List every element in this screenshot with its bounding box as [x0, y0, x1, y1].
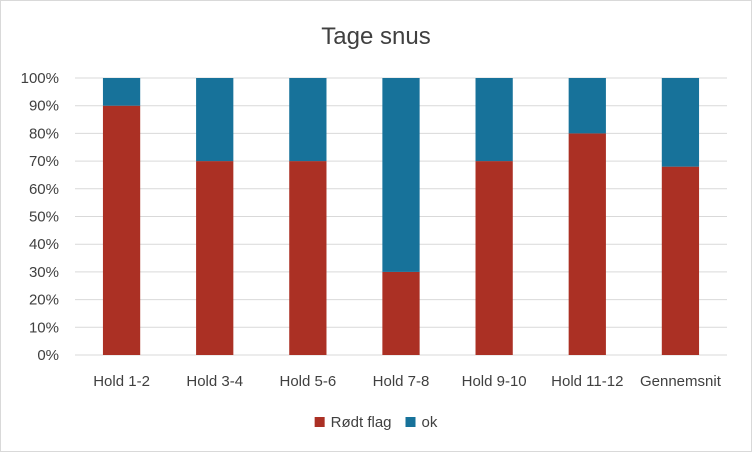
bar-rodt-flag-1 — [102, 105, 141, 355]
y-tick-label: 0% — [37, 347, 59, 364]
y-tick-label: 80% — [29, 125, 59, 142]
bar-ok-6 — [568, 78, 606, 134]
bars — [102, 78, 700, 355]
legend-swatch — [405, 417, 416, 427]
bar-rodt-flag-7 — [661, 166, 700, 355]
bar-rodt-flag-2 — [196, 161, 234, 355]
x-tick-label: Hold 3-4 — [186, 373, 243, 390]
legend-label: Rødt flag — [331, 414, 392, 431]
bar-ok-3 — [289, 78, 327, 162]
y-tick-label: 10% — [29, 319, 59, 336]
y-tick-label: 50% — [29, 209, 59, 226]
x-tick-label: Hold 9-10 — [462, 373, 527, 390]
bar-ok-2 — [196, 78, 234, 162]
y-tick-label: 30% — [29, 264, 59, 281]
x-tick-label: Hold 5-6 — [280, 373, 337, 390]
y-tick-label: 70% — [29, 153, 59, 170]
y-tick-label: 100% — [21, 70, 59, 87]
bar-ok-5 — [475, 78, 513, 162]
y-tick-label: 60% — [29, 181, 59, 198]
x-tick-label: Hold 7-8 — [373, 373, 430, 390]
legend-swatch — [314, 417, 325, 427]
x-tick-label: Hold 1-2 — [93, 373, 150, 390]
bar-rodt-flag-4 — [382, 271, 420, 355]
y-tick-label: 20% — [29, 292, 59, 309]
bar-ok-7 — [661, 78, 700, 167]
x-axis-tick-labels: Hold 1-2 Hold 3-4 Hold 5-6 Hold 7-8 Hold 9-1… — [93, 373, 721, 390]
y-tick-label: 90% — [29, 98, 59, 115]
legend-item-rodt-flag: Rødt flag — [314, 414, 392, 431]
x-tick-label: Gennemsnit — [640, 373, 722, 390]
legend: Rødt flag ok — [314, 414, 438, 431]
bar-ok-4 — [382, 78, 420, 272]
legend-item-ok: ok — [405, 414, 438, 431]
bar-rodt-flag-5 — [475, 161, 513, 355]
chart-title: Tage snus — [321, 23, 430, 50]
y-axis-tick-labels: 0% 10% 20% 30% 40% 50% 60% 70% 80% 90% 100% — [21, 70, 59, 364]
legend-label: ok — [422, 414, 438, 431]
bar-rodt-flag-6 — [568, 133, 606, 355]
y-tick-label: 40% — [29, 236, 59, 253]
x-tick-label: Hold 11-12 — [551, 373, 623, 390]
bar-ok-1 — [102, 78, 141, 106]
bar-rodt-flag-3 — [289, 161, 327, 355]
